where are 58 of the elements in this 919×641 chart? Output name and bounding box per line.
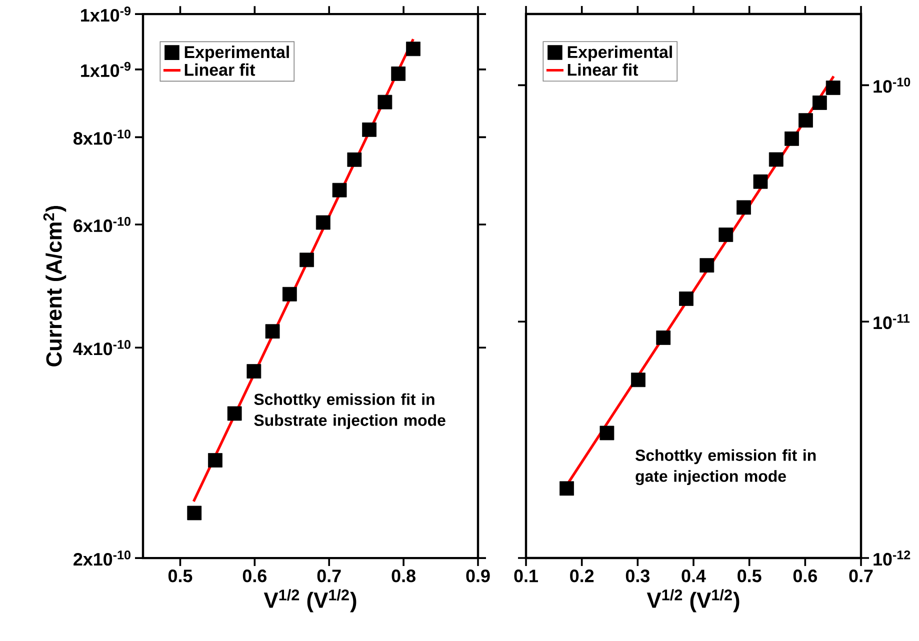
point (679, 292, 694, 306)
annotation: Schottky emission fit in gate injection mode (636, 449, 816, 486)
point (768, 152, 784, 167)
y2-tick-label: 10$^{-11}$ (874, 314, 910, 330)
y-tick-label: 6x10$^{-10}$ (74, 216, 130, 232)
point (300, 252, 314, 268)
point (700, 258, 714, 273)
point (362, 122, 377, 137)
point (656, 330, 671, 345)
point (332, 182, 347, 198)
point (187, 506, 202, 520)
legend-label: Linear fit (568, 63, 638, 76)
point (282, 286, 297, 302)
legend-label: Experimental (568, 46, 672, 62)
point (826, 80, 840, 95)
x-tick-label: 0.1 (514, 570, 538, 582)
y-tick-label: 8x10$^{-10}$ (74, 130, 130, 145)
x-tick-label: 0.5 (168, 570, 192, 582)
y-tick-label: 4x10$^{-10}$ (73, 340, 130, 356)
point (227, 406, 242, 421)
point (753, 174, 768, 189)
point (718, 228, 734, 242)
point (246, 364, 262, 378)
y2-tick-label: 10$^{-10}$ (874, 78, 910, 93)
point (600, 426, 614, 440)
x-tick-label: 0.2 (570, 570, 594, 582)
x-tick-label: 0.5 (738, 570, 762, 582)
legend-label: Experimental (184, 46, 289, 62)
point (631, 372, 646, 388)
point (784, 131, 799, 146)
y-tick-label: 1x10$^{-9}$ (81, 62, 131, 78)
x-tick-label: 0.6 (242, 570, 266, 582)
point (798, 113, 813, 128)
y2-tick-label: 10$^{-12}$ (874, 550, 910, 566)
x-tick-label: 0.9 (466, 570, 490, 582)
point (265, 324, 280, 339)
x-tick-label: 0.8 (392, 570, 416, 582)
point (560, 481, 574, 496)
point (347, 152, 362, 167)
point (406, 42, 420, 56)
point (812, 96, 827, 110)
legend-label: Linear fit (184, 63, 256, 76)
point (316, 215, 330, 230)
point (208, 453, 222, 468)
y-tick-label: 2x10$^{-10}$ (74, 550, 130, 566)
point (378, 94, 392, 110)
y-tick-label: 1x10$^{-9}$ (81, 6, 131, 22)
y-axis-title: Current (A/cm$^{2}$) (43, 206, 66, 366)
x-tick-label: 0.3 (626, 570, 650, 582)
point (391, 66, 406, 81)
x-axis-title: V$^{1/2}$ (V$^{1/2}$) (646, 589, 740, 612)
x-tick-label: 0.7 (317, 570, 341, 582)
x-axis-title: V$^{1/2}$ (V$^{1/2}$) (264, 589, 356, 612)
x-tick-label: 0.7 (849, 570, 873, 582)
x-tick-label: 0.6 (793, 570, 817, 582)
annotation: Schottky emission fit in Substrate injection mode (254, 393, 446, 430)
point (736, 200, 751, 215)
x-tick-label: 0.4 (682, 570, 706, 582)
